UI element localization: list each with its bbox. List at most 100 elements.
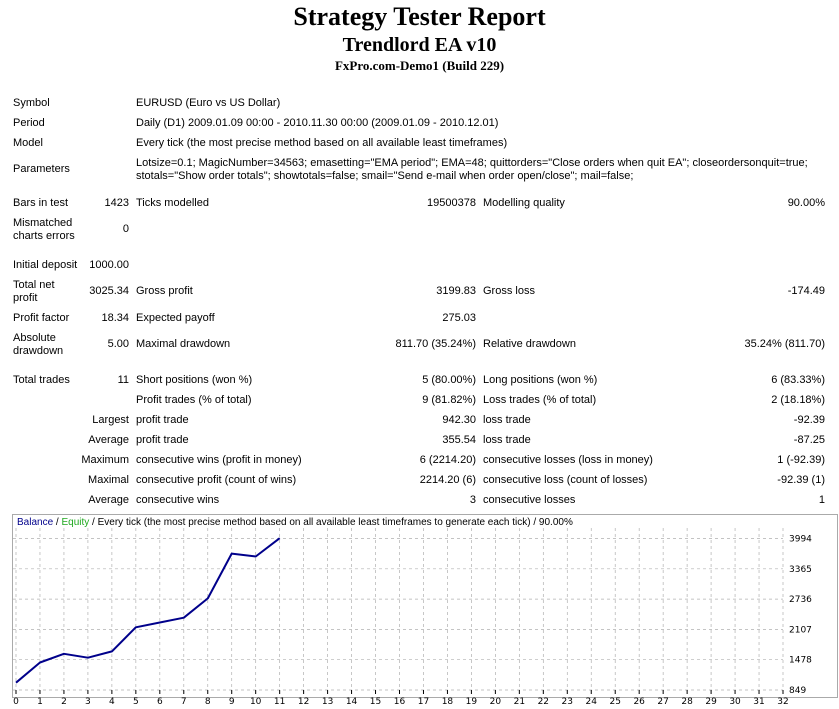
symbol-value: EURUSD (Euro vs US Dollar) bbox=[136, 97, 281, 109]
average-consecutive-wins-label: consecutive wins bbox=[136, 494, 220, 506]
average-consecutive-wins-value: 3 bbox=[469, 494, 476, 506]
net-profit-label: Total net profit bbox=[13, 279, 55, 304]
period-label: Period bbox=[13, 117, 45, 129]
chart-legend: Balance / Equity / Every tick (the most … bbox=[17, 517, 573, 528]
quality-label: Modelling quality bbox=[483, 197, 565, 209]
gross-profit-label: Gross profit bbox=[136, 285, 193, 297]
x-tick-label: 19 bbox=[466, 697, 478, 707]
maximal-consecutive-profit-value: 2214.20 (6) bbox=[419, 474, 476, 486]
average-label: Average bbox=[88, 434, 129, 446]
x-tick-label: 24 bbox=[586, 697, 598, 707]
x-tick-label: 7 bbox=[181, 697, 187, 707]
quality-value: 90.00% bbox=[787, 197, 825, 209]
largest-profit-value: 942.30 bbox=[442, 414, 476, 426]
largest-loss-label: loss trade bbox=[483, 414, 531, 426]
largest-profit-label: profit trade bbox=[136, 414, 189, 426]
balance-chart bbox=[12, 514, 838, 698]
bars-value: 1423 bbox=[104, 197, 129, 209]
profit-trades-value: 9 (81.82%) bbox=[422, 394, 476, 406]
x-tick-label: 0 bbox=[13, 697, 19, 707]
gross-loss-value: -174.49 bbox=[787, 285, 825, 297]
period-value: Daily (D1) 2009.01.09 00:00 - 2010.11.30… bbox=[136, 117, 499, 129]
short-positions-value: 5 (80.00%) bbox=[422, 374, 476, 386]
x-tick-label: 6 bbox=[157, 697, 163, 707]
absolute-drawdown-value: 5.00 bbox=[107, 338, 129, 350]
deposit-label: Initial deposit bbox=[13, 259, 78, 271]
loss-trades-label: Loss trades (% of total) bbox=[483, 394, 597, 406]
model-label: Model bbox=[13, 137, 43, 149]
largest-loss-value: -92.39 bbox=[793, 414, 825, 426]
maximal-label: Maximal bbox=[88, 474, 129, 486]
mismatch-label: Mismatched charts errors bbox=[13, 217, 75, 242]
relative-drawdown-label: Relative drawdown bbox=[483, 338, 576, 350]
symbol-label: Symbol bbox=[13, 97, 50, 109]
average-loss-label: loss trade bbox=[483, 434, 531, 446]
mismatch-value: 0 bbox=[122, 223, 129, 235]
legend-equity: Equity bbox=[61, 517, 90, 528]
max-consecutive-losses-label: consecutive losses (loss in money) bbox=[483, 454, 653, 466]
bars-label: Bars in test bbox=[13, 197, 69, 209]
maximal-drawdown-value: 811.70 (35.24%) bbox=[395, 338, 476, 350]
x-tick-label: 8 bbox=[205, 697, 211, 707]
max-consecutive-wins-value: 6 (2214.20) bbox=[419, 454, 476, 466]
x-tick-label: 10 bbox=[250, 697, 262, 707]
average-profit-label: profit trade bbox=[136, 434, 189, 446]
x-tick-label: 31 bbox=[753, 697, 764, 707]
loss-trades-value: 2 (18.18%) bbox=[771, 394, 825, 406]
absolute-drawdown-label: Absolute drawdown bbox=[13, 332, 64, 357]
parameters-value: Lotsize=0.1; MagicNumber=34563; emasetti… bbox=[136, 157, 808, 182]
expected-payoff-label: Expected payoff bbox=[136, 312, 215, 324]
x-tick-label: 17 bbox=[418, 697, 429, 707]
total-trades-label: Total trades bbox=[13, 374, 70, 386]
model-value: Every tick (the most precise method base… bbox=[136, 137, 508, 149]
maximal-drawdown-label: Maximal drawdown bbox=[136, 338, 231, 350]
x-tick-label: 23 bbox=[562, 697, 573, 707]
report-title: Strategy Tester Report bbox=[293, 2, 546, 31]
x-tick-label: 26 bbox=[633, 697, 645, 707]
maximum-label: Maximum bbox=[81, 454, 129, 466]
largest-label: Largest bbox=[92, 414, 129, 426]
profit-trades-label: Profit trades (% of total) bbox=[136, 394, 252, 406]
x-tick-label: 21 bbox=[514, 697, 525, 707]
long-positions-value: 6 (83.33%) bbox=[771, 374, 825, 386]
average-loss-value: -87.25 bbox=[793, 434, 825, 446]
total-trades-value: 11 bbox=[117, 374, 129, 386]
gross-loss-label: Gross loss bbox=[483, 285, 535, 297]
parameters-label: Parameters bbox=[13, 163, 70, 175]
x-tick-label: 18 bbox=[442, 697, 454, 707]
ticks-label: Ticks modelled bbox=[136, 197, 209, 209]
x-tick-label: 12 bbox=[298, 697, 309, 707]
max-consecutive-wins-label: consecutive wins (profit in money) bbox=[136, 454, 302, 466]
gross-profit-value: 3199.83 bbox=[436, 285, 476, 297]
long-positions-label: Long positions (won %) bbox=[483, 374, 598, 386]
legend-description: / Every tick (the most precise method ba… bbox=[89, 517, 573, 528]
x-tick-label: 1 bbox=[37, 697, 43, 707]
short-positions-label: Short positions (won %) bbox=[136, 374, 253, 386]
average-consecutive-losses-value: 1 bbox=[818, 494, 825, 506]
x-tick-label: 27 bbox=[657, 697, 668, 707]
ticks-value: 19500378 bbox=[427, 197, 476, 209]
x-tick-label: 14 bbox=[346, 697, 358, 707]
maximal-consecutive-profit-label: consecutive profit (count of wins) bbox=[136, 474, 297, 486]
x-tick-label: 30 bbox=[729, 697, 741, 707]
deposit-value: 1000.00 bbox=[89, 259, 129, 271]
x-tick-label: 20 bbox=[490, 697, 502, 707]
average-profit-value: 355.54 bbox=[442, 434, 476, 446]
max-consecutive-losses-value: 1 (-92.39) bbox=[777, 454, 825, 466]
x-tick-label: 29 bbox=[705, 697, 717, 707]
x-tick-label: 32 bbox=[777, 697, 788, 707]
x-tick-label: 5 bbox=[133, 697, 139, 707]
x-tick-label: 9 bbox=[229, 697, 235, 707]
x-tick-label: 28 bbox=[681, 697, 693, 707]
maximal-consecutive-loss-label: consecutive loss (count of losses) bbox=[483, 474, 648, 486]
report-subtitle: Trendlord EA v10 bbox=[342, 34, 497, 56]
legend-separator: / bbox=[53, 517, 62, 528]
average-consecutive-label: Average bbox=[88, 494, 129, 506]
x-tick-label: 25 bbox=[609, 697, 620, 707]
x-tick-label: 11 bbox=[274, 697, 285, 707]
legend-balance: Balance bbox=[17, 517, 54, 528]
x-tick-label: 22 bbox=[538, 697, 549, 707]
expected-payoff-value: 275.03 bbox=[442, 312, 476, 324]
x-tick-label: 3 bbox=[85, 697, 91, 707]
x-tick-label: 13 bbox=[322, 697, 333, 707]
